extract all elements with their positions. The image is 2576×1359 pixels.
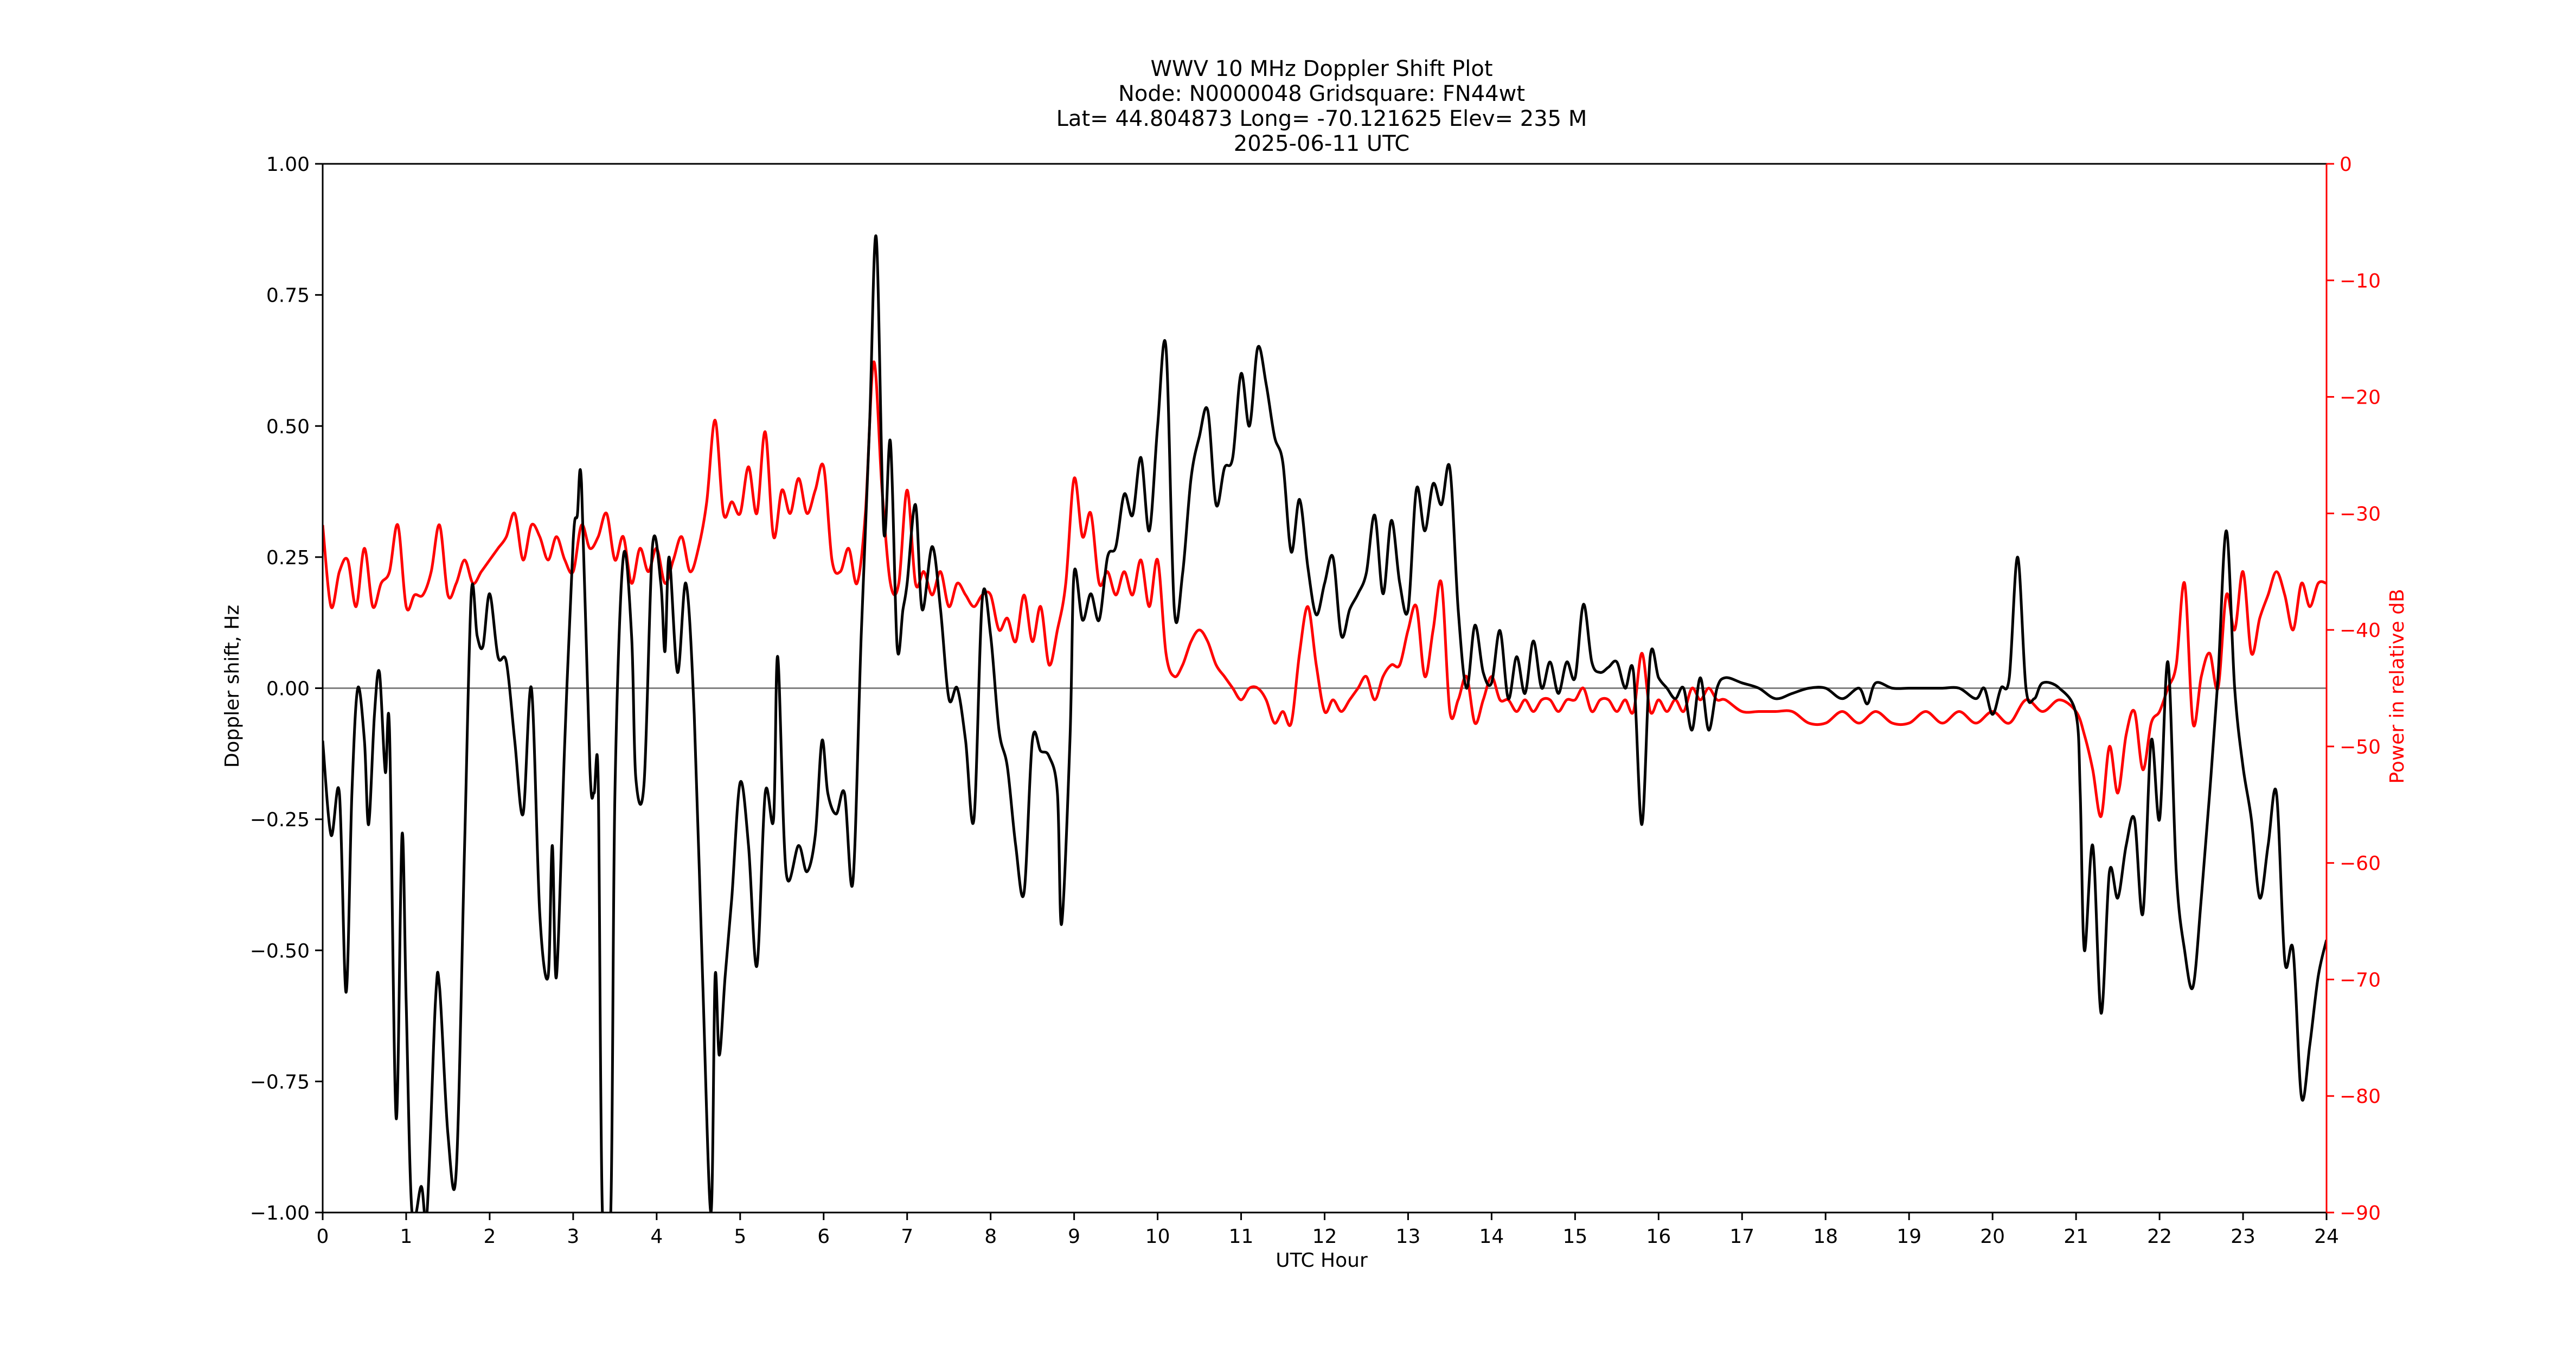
left-y-tick-label: −1.00 [250, 1202, 310, 1224]
x-tick-label: 5 [734, 1226, 746, 1248]
title-line-1: WWV 10 MHz Doppler Shift Plot [1150, 56, 1492, 81]
x-tick-label: 2 [483, 1226, 496, 1248]
left-y-tick-label: 0.50 [266, 416, 310, 438]
right-y-tick-label: −30 [2340, 503, 2381, 525]
right-y-tick-label: −50 [2340, 736, 2381, 758]
x-tick-label: 11 [1229, 1226, 1254, 1248]
left-y-tick-label: 0.00 [266, 678, 310, 700]
x-tick-label: 3 [567, 1226, 579, 1248]
left-y-tick-label: 0.25 [266, 547, 310, 569]
left-y-axis-ticks: 1.00 0.75 0.50 0.25 0.00 −0.25 −0.50 −0.75 −1.00 [250, 154, 323, 1224]
x-tick-label: 16 [1646, 1226, 1671, 1248]
right-y-tick-label: 0 [2340, 154, 2352, 176]
x-tick-label: 21 [2064, 1226, 2088, 1248]
series-lines [323, 234, 2327, 1213]
right-y-axis-ticks: 0 −10 −20 −30 −40 −50 −60 −70 −80 −90 [2327, 154, 2381, 1224]
x-tick-label: 19 [1896, 1226, 1921, 1248]
power-series-line [323, 360, 2327, 818]
x-tick-label: 12 [1312, 1226, 1337, 1248]
left-y-tick-label: 1.00 [266, 154, 310, 176]
x-tick-label: 15 [1562, 1226, 1587, 1248]
x-tick-label: 1 [400, 1226, 413, 1248]
x-tick-label: 7 [901, 1226, 913, 1248]
x-tick-label: 20 [1980, 1226, 2005, 1248]
right-y-tick-label: −80 [2340, 1086, 2381, 1108]
x-tick-label: 0 [317, 1226, 329, 1248]
left-y-tick-label: −0.50 [250, 940, 310, 962]
x-axis-ticks: 0 1 2 3 4 5 6 7 8 9 10 11 12 13 14 15 16 17 18 19 20 21 22 23 24 [317, 1213, 2339, 1248]
right-y-tick-label: −70 [2340, 969, 2381, 991]
x-tick-label: 10 [1145, 1226, 1170, 1248]
x-tick-label: 9 [1068, 1226, 1080, 1248]
left-y-axis-label: Doppler shift, Hz [221, 605, 243, 768]
left-y-tick-label: 0.75 [266, 285, 310, 307]
x-tick-label: 24 [2314, 1226, 2339, 1248]
doppler-series-line [323, 234, 2327, 1213]
left-y-tick-label: −0.75 [250, 1071, 310, 1093]
right-y-tick-label: −60 [2340, 853, 2381, 875]
x-tick-label: 18 [1813, 1226, 1838, 1248]
x-tick-label: 6 [817, 1226, 830, 1248]
x-tick-label: 23 [2231, 1226, 2255, 1248]
x-tick-label: 13 [1396, 1226, 1421, 1248]
right-y-tick-label: −20 [2340, 387, 2381, 409]
x-tick-label: 4 [650, 1226, 663, 1248]
x-tick-label: 22 [2147, 1226, 2172, 1248]
right-y-axis-label: Power in relative dB [2386, 589, 2408, 783]
x-axis-label: UTC Hour [1276, 1249, 1368, 1272]
left-y-tick-label: −0.25 [250, 809, 310, 831]
title-line-3: Lat= 44.804873 Long= -70.121625 Elev= 23… [1056, 106, 1587, 131]
chart-title: WWV 10 MHz Doppler Shift Plot Node: N000… [1056, 56, 1587, 156]
title-line-2: Node: N0000048 Gridsquare: FN44wt [1118, 81, 1525, 106]
right-y-tick-label: −90 [2340, 1202, 2381, 1224]
right-y-tick-label: −40 [2340, 620, 2381, 642]
x-tick-label: 14 [1479, 1226, 1504, 1248]
x-tick-label: 8 [984, 1226, 997, 1248]
title-line-4: 2025-06-11 UTC [1234, 131, 1409, 156]
right-y-tick-label: −10 [2340, 270, 2381, 292]
x-tick-label: 17 [1729, 1226, 1754, 1248]
